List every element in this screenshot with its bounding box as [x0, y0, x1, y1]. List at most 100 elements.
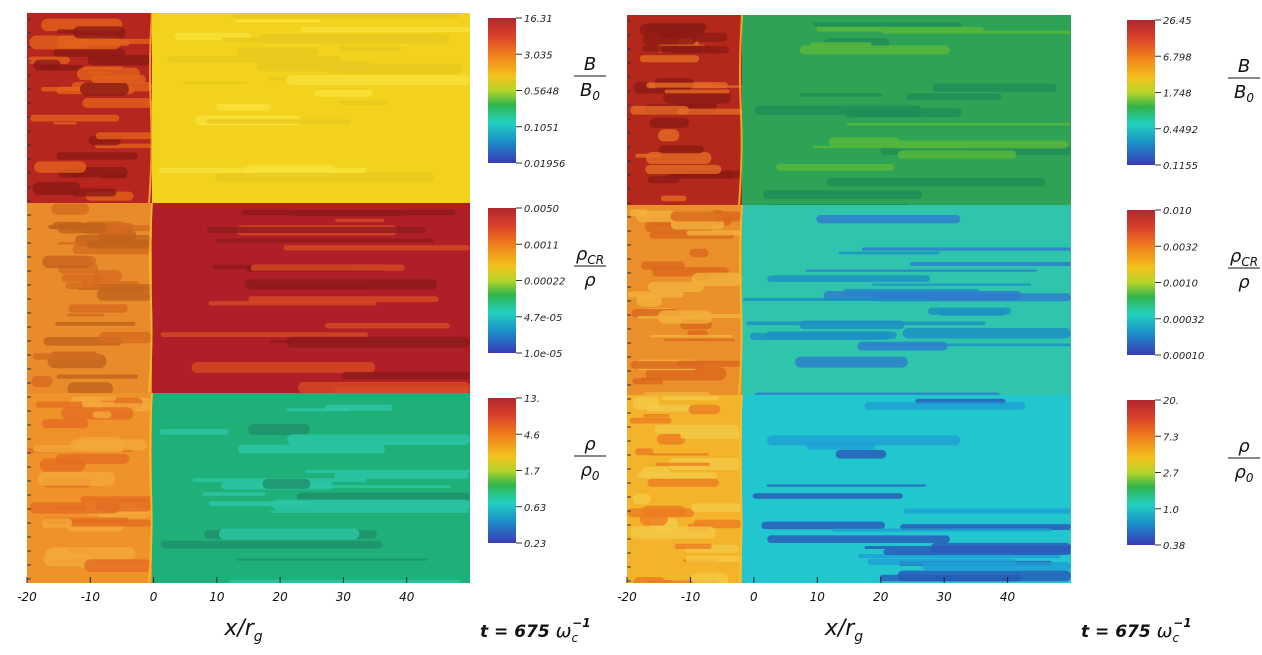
map-2 — [27, 393, 470, 583]
colorbar-tick-label: 4.7e-05 — [524, 313, 562, 324]
turbulence-streak — [158, 167, 367, 174]
map-field — [27, 13, 470, 203]
colorbar-tick-label: 13. — [524, 394, 540, 405]
turbulence-streak — [231, 13, 459, 19]
turbulence-streak — [339, 45, 402, 51]
turbulence-streak — [160, 540, 383, 549]
colorbar-tick-label: 0.0050 — [524, 204, 559, 215]
x-tick-label: 0 — [150, 590, 158, 604]
turbulence-streak — [159, 429, 229, 435]
turbulence-streak — [767, 535, 950, 543]
shock-front — [738, 15, 743, 205]
turbulence-streak — [657, 129, 680, 142]
quantity-numerator: B — [584, 54, 596, 75]
turbulence-streak — [325, 323, 450, 329]
turbulence-streak — [262, 478, 311, 489]
colorbar-tick-label: 0.00032 — [1163, 315, 1204, 326]
turbulence-streak — [234, 19, 321, 23]
turbulence-streak — [766, 484, 927, 487]
turbulence-streak — [648, 82, 714, 88]
turbulence-streak — [32, 353, 102, 360]
turbulence-streak — [82, 98, 152, 108]
x-axis-title-sub: g — [254, 629, 263, 645]
turbulence-streak — [635, 153, 662, 158]
turbulence-streak — [288, 211, 407, 217]
turbulence-streak — [857, 341, 948, 351]
turbulence-streak — [658, 145, 704, 154]
turbulence-streak — [680, 432, 742, 439]
turbulence-streak — [767, 275, 930, 282]
turbulence-streak — [72, 26, 126, 39]
turbulence-streak — [256, 61, 371, 72]
turbulence-streak — [813, 22, 962, 27]
turbulence-streak — [237, 444, 385, 454]
colorbar-tick-label: 0.1155 — [1163, 161, 1198, 172]
turbulence-streak — [53, 122, 77, 125]
time-symbol-sub: c — [572, 631, 579, 645]
quantity-denominator-sub: 0 — [592, 469, 600, 483]
turbulence-streak — [939, 309, 1005, 316]
x-tick-label: 20 — [273, 590, 289, 604]
turbulence-streak — [636, 294, 662, 307]
colorbar-1 — [488, 208, 516, 353]
turbulence-streak — [799, 93, 883, 97]
turbulence-streak — [645, 151, 712, 165]
time-symbol-sub: c — [1173, 631, 1180, 645]
colorbar-tick-label: 0.63 — [524, 503, 546, 514]
turbulence-streak — [641, 505, 686, 518]
turbulence-streak — [629, 417, 672, 424]
turbulence-streak — [649, 117, 690, 128]
turbulence-streak — [202, 492, 266, 496]
x-tick-label: 30 — [336, 590, 352, 604]
quantity-denominator: ρ — [1238, 272, 1250, 293]
turbulence-streak — [34, 161, 87, 173]
turbulence-streak — [96, 288, 152, 301]
map-field — [27, 393, 470, 583]
turbulence-streak — [655, 462, 711, 466]
turbulence-streak — [776, 164, 895, 171]
time-symbol: ω — [556, 620, 572, 642]
shock-front — [738, 395, 743, 583]
time-label: t = 675 ωc−1 — [1081, 616, 1192, 645]
turbulence-streak — [272, 499, 470, 511]
turbulence-streak — [160, 332, 368, 338]
turbulence-streak — [342, 371, 470, 380]
turbulence-streak — [872, 283, 1032, 286]
turbulence-streak — [674, 543, 712, 550]
turbulence-streak — [766, 435, 961, 446]
turbulence-streak — [635, 448, 654, 456]
colorbar-tick-label: 3.035 — [524, 50, 553, 61]
turbulence-streak — [100, 173, 127, 179]
quantity-numerator: ρCR — [1230, 246, 1258, 269]
turbulence-streak — [61, 274, 102, 283]
turbulence-streak — [283, 245, 470, 251]
turbulence-streak — [632, 493, 651, 505]
panel-right: 26.45 6.798 1.748 0.4492 0.1155 B B0 0.010 0.003… — [617, 15, 1260, 645]
turbulence-streak — [670, 211, 742, 222]
turbulence-streak — [639, 24, 705, 36]
turbulence-streak — [752, 493, 903, 499]
turbulence-streak — [765, 331, 897, 339]
turbulence-streak — [286, 408, 349, 412]
turbulence-streak — [46, 256, 97, 266]
turbulence-streak — [29, 114, 120, 122]
turbulence-streak — [685, 555, 742, 562]
turbulence-streak — [861, 247, 1071, 251]
turbulence-streak — [41, 518, 73, 528]
colorbar-tick-label: 0.0010 — [1163, 279, 1198, 290]
turbulence-streak — [52, 221, 83, 230]
turbulence-streak — [649, 334, 734, 338]
turbulence-streak — [236, 558, 428, 561]
quantity-denominator: ρ — [584, 270, 596, 291]
map-field — [627, 395, 1071, 583]
turbulence-streak — [95, 499, 152, 512]
shock-front — [148, 393, 153, 583]
x-tick-label: 40 — [1000, 590, 1016, 604]
turbulence-streak — [630, 105, 689, 115]
quantity-denominator: ρ0 — [1234, 462, 1253, 485]
time-symbol-sup: −1 — [1173, 616, 1191, 630]
x-tick-label: -20 — [17, 590, 37, 604]
quantity-denominator: B0 — [1234, 82, 1254, 105]
turbulence-streak — [286, 336, 470, 348]
turbulence-streak — [931, 542, 1071, 553]
